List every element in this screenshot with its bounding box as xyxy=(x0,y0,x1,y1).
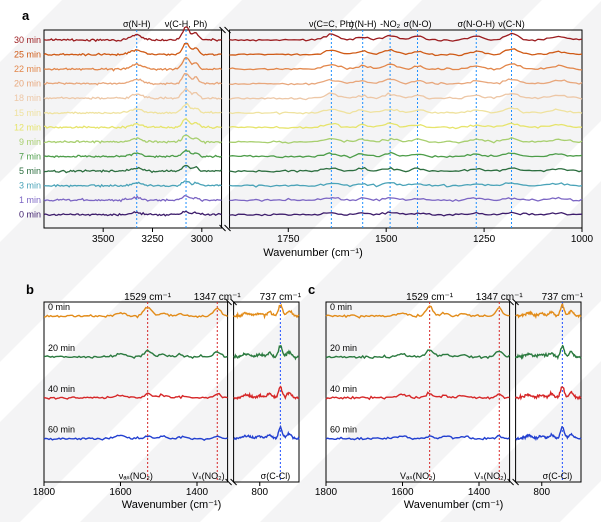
x-axis-label-a: Wavenumber (cm⁻¹) xyxy=(263,247,363,259)
xtick: 800 xyxy=(251,487,268,498)
band-label: ν(C-N) xyxy=(498,19,525,29)
trace-label: 0 min xyxy=(48,302,70,312)
panel-label-a: a xyxy=(22,8,30,23)
panel-label: b xyxy=(26,282,34,297)
band-label: σ(N-O-H) xyxy=(457,19,495,29)
assignment-label: Vₛ(NO₂) xyxy=(192,471,224,481)
band-label: σ(N-O) xyxy=(403,19,431,29)
peak-label: 1529 cm⁻¹ xyxy=(406,292,454,303)
peak-label: 1347 cm⁻¹ xyxy=(476,292,524,303)
trace-label: 20 min xyxy=(48,343,75,353)
trace-label: 22 min xyxy=(14,64,41,74)
trace-label: 20 min xyxy=(14,79,41,89)
peak-label: 737 cm⁻¹ xyxy=(260,292,302,303)
trace-label: 3 min xyxy=(19,181,41,191)
peak-label: 1347 cm⁻¹ xyxy=(194,292,242,303)
assignment-label: σ(C-Cl) xyxy=(261,471,291,481)
trace-label: 60 min xyxy=(330,425,357,435)
xtick: 1400 xyxy=(468,487,491,498)
trace-label: 40 min xyxy=(330,384,357,394)
trace-label: 5 min xyxy=(19,166,41,176)
xtick: 800 xyxy=(533,487,550,498)
trace-label: 30 min xyxy=(14,35,41,45)
assignment-label: Vₛ(NO₂) xyxy=(474,471,506,481)
xtick: 1800 xyxy=(33,487,56,498)
xtick: 1400 xyxy=(186,487,209,498)
trace-label: 9 min xyxy=(19,137,41,147)
figure: a 3500 3250 3000 1750 1500 1250 1000 Wavenumber … xyxy=(0,0,601,522)
xtick: 1000 xyxy=(571,234,594,245)
xtick: 3000 xyxy=(191,234,214,245)
band-label: ν(C=C, Ph) xyxy=(309,19,354,29)
xtick: 1600 xyxy=(109,487,132,498)
watermark xyxy=(0,0,601,522)
assignment-label: σ(C-Cl) xyxy=(543,471,573,481)
trace-label: 15 min xyxy=(14,108,41,118)
assignment-label: νₐₛ(NO₂) xyxy=(119,471,153,481)
xtick: 1250 xyxy=(473,234,496,245)
trace-label: 1 min xyxy=(19,195,41,205)
trace-label: 18 min xyxy=(14,93,41,103)
xtick: 1500 xyxy=(375,234,398,245)
xtick: 1750 xyxy=(277,234,300,245)
band-label: σ(N-H) xyxy=(349,19,377,29)
band-label: σ(N-H) xyxy=(123,19,151,29)
x-axis-label: Wavenumber (cm⁻¹) xyxy=(404,499,504,511)
peak-label: 737 cm⁻¹ xyxy=(542,292,584,303)
band-label: -NO₂ xyxy=(380,19,400,29)
trace-label: 0 min xyxy=(330,302,352,312)
xtick: 1600 xyxy=(391,487,414,498)
trace-label: 12 min xyxy=(14,122,41,132)
trace-label: 60 min xyxy=(48,425,75,435)
peak-label: 1529 cm⁻¹ xyxy=(124,292,172,303)
xtick: 1800 xyxy=(315,487,338,498)
x-axis-label: Wavenumber (cm⁻¹) xyxy=(122,499,222,511)
trace-label: 25 min xyxy=(14,50,41,60)
trace-label: 7 min xyxy=(19,151,41,161)
xtick: 3500 xyxy=(92,234,115,245)
xtick: 3250 xyxy=(141,234,164,245)
trace-label: 40 min xyxy=(48,384,75,394)
trace-label: 20 min xyxy=(330,343,357,353)
panel-label: c xyxy=(308,282,315,297)
trace-label: 0 min xyxy=(19,210,41,220)
assignment-label: Vₐₛ(NO₂) xyxy=(400,471,436,481)
